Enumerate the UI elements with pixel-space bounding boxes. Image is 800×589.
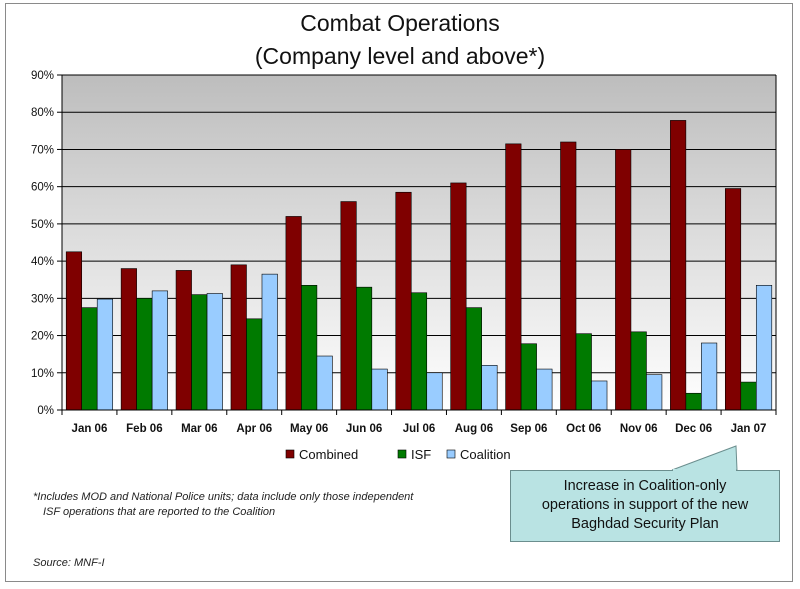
bar-coalition-aug-06 [481,365,498,411]
bar-combined-aug-06 [450,182,467,411]
x-tick-label: Sep 06 [510,423,547,435]
footnote: *Includes MOD and National Police units;… [33,490,413,520]
bar-combined-jan-07 [724,188,742,411]
legend-label-combined: Combined [299,447,358,462]
y-tick-label: 90% [31,70,54,82]
footnote-line2: ISF operations that are reported to the … [43,506,276,518]
x-tick-label: Jun 06 [346,423,382,435]
y-tick-label: 30% [31,293,54,305]
footnote-line1: *Includes MOD and National Police units;… [33,491,414,503]
legend-swatch-isf [397,449,407,459]
bar-isf-aug-06 [465,307,482,411]
y-tick-label: 20% [31,331,54,343]
coalition-callout: Increase in Coalition-only operations in… [510,470,780,542]
chart-title-line2: (Company level and above*) [255,43,545,69]
bar-coalition-oct-06 [591,380,608,411]
bar-isf-may-06 [301,285,318,411]
bar-combined-jul-06 [395,191,412,411]
x-tick-label: Apr 06 [236,423,272,435]
bar-coalition-may-06 [316,355,333,411]
bar-isf-apr-06 [246,318,263,411]
bar-combined-apr-06 [230,264,247,411]
x-tick-label: Oct 06 [566,423,601,435]
bar-isf-jun-06 [356,286,373,411]
bar-coalition-feb-06 [151,290,168,411]
bar-isf-jan-06 [81,307,98,411]
bar-combined-sep-06 [505,143,522,411]
y-tick-label: 80% [31,107,54,119]
bar-isf-jan-07 [740,381,757,411]
y-tick-label: 0% [37,405,54,417]
bar-combined-oct-06 [560,141,577,411]
bar-combined-nov-06 [615,149,632,411]
bar-coalition-sep-06 [536,368,553,411]
bar-isf-mar-06 [191,294,208,411]
bar-coalition-jan-07 [755,285,773,411]
bar-combined-mar-06 [175,270,192,411]
callout-pointer [671,445,738,471]
bar-coalition-jun-06 [371,368,388,411]
bar-isf-dec-06 [685,392,702,411]
legend-swatch-coalition [446,449,456,459]
callout-joint [673,469,736,472]
bar-combined-jan-06 [65,251,83,411]
legend-label-isf: ISF [411,447,431,462]
x-tick-label: Dec 06 [675,423,712,435]
bar-isf-sep-06 [520,343,537,411]
bar-isf-feb-06 [136,298,153,411]
bar-combined-dec-06 [670,120,687,411]
y-tick-label: 50% [31,219,54,231]
y-tick-label: 40% [31,256,54,268]
bar-isf-jul-06 [410,292,428,411]
bar-isf-oct-06 [575,333,592,411]
bar-coalition-dec-06 [701,342,718,411]
callout-line3: Baghdad Security Plan [571,516,719,532]
bar-coalition-nov-06 [646,374,663,411]
bar-coalition-mar-06 [206,293,223,411]
slide-frame [5,3,793,582]
bar-coalition-jul-06 [426,372,443,411]
bar-coalition-apr-06 [261,273,278,411]
x-tick-label: Aug 06 [455,423,493,435]
bar-combined-feb-06 [120,268,137,411]
callout-line2: operations in support of the new [541,497,749,513]
x-tick-label: Mar 06 [181,423,217,435]
source-note: Source: MNF-I [33,557,105,569]
y-tick-label: 60% [31,182,54,194]
x-tick-label: Nov 06 [620,423,658,435]
bar-coalition-jan-06 [96,298,114,411]
y-tick-label: 70% [31,144,54,156]
chart-title-line1: Combat Operations [300,10,499,36]
x-tick-label: Jul 06 [403,423,436,435]
legend-swatch-combined [285,449,295,459]
bar-isf-nov-06 [630,331,647,411]
x-tick-label: Jan 07 [731,423,767,435]
x-tick-label: Jan 06 [72,423,108,435]
legend-label-coalition: Coalition [460,447,511,462]
bar-combined-jun-06 [340,201,357,411]
x-tick-label: May 06 [290,423,328,435]
callout-line1: Increase in Coalition-only [563,478,727,494]
bar-combined-may-06 [285,216,302,411]
y-tick-label: 10% [31,368,54,380]
x-tick-label: Feb 06 [126,423,162,435]
